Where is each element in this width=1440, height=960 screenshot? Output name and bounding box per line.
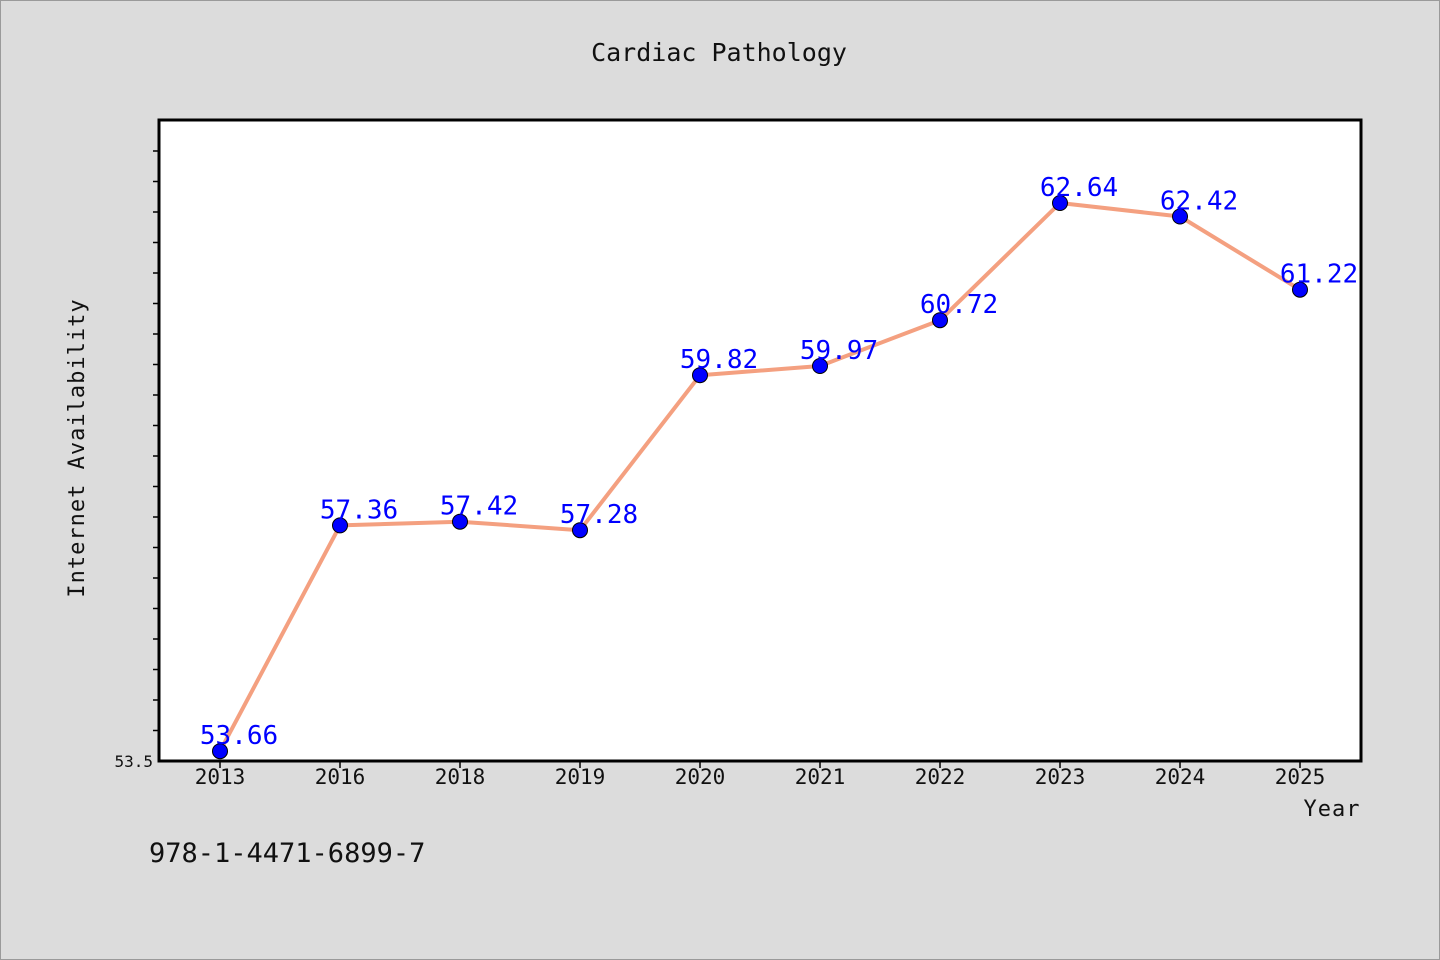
data-point [332,517,348,534]
data-markers [212,195,1308,760]
x-tick-labels: 2013 2016 2018 2019 2020 2021 2022 2023 2024 2025 [195,765,1326,789]
isbn-text: 978-1-4471-6899-7 [149,838,425,869]
y-axis-ticks [153,150,159,732]
x-tick-label: 2020 [675,765,726,789]
chart-title: Cardiac Pathology [591,38,847,67]
x-tick-label: 2018 [435,765,486,789]
y-axis-label: Internet Availability [65,298,90,597]
data-label: 60.72 [920,290,998,320]
data-point [572,522,588,539]
x-axis-label: Year [1304,797,1361,822]
x-tick-label: 2025 [1275,765,1326,789]
data-point [692,367,708,384]
data-point [932,312,948,329]
data-point [812,358,828,374]
data-point [1052,195,1068,211]
y-tick-label: 53.5 [114,752,153,771]
data-label: 62.42 [1160,187,1238,217]
data-point [452,513,468,530]
data-label: 59.97 [800,336,878,366]
data-point [1292,281,1308,298]
data-label: 53.66 [200,721,278,751]
x-tick-label: 2021 [795,765,846,789]
data-point [1172,208,1188,225]
data-label: 62.64 [1040,173,1118,203]
x-tick-label: 2024 [1155,765,1206,789]
plot-area [157,118,1363,763]
x-tick-label: 2013 [195,765,246,789]
data-point [212,743,228,760]
x-tick-label: 2022 [915,765,966,789]
x-tick-label: 2023 [1035,765,1086,789]
x-axis-ticks [219,761,1301,768]
data-label: 57.42 [440,492,518,522]
data-label: 57.28 [560,500,638,530]
data-label: 59.82 [680,345,758,375]
x-tick-label: 2019 [555,765,606,789]
data-labels: 53.66 57.36 57.42 57.28 59.82 59.97 60.72 62.64… [200,173,1358,751]
data-label: 57.36 [320,495,398,525]
x-tick-label: 2016 [315,765,366,789]
data-label: 61.22 [1280,260,1358,290]
series-line [218,201,1302,753]
